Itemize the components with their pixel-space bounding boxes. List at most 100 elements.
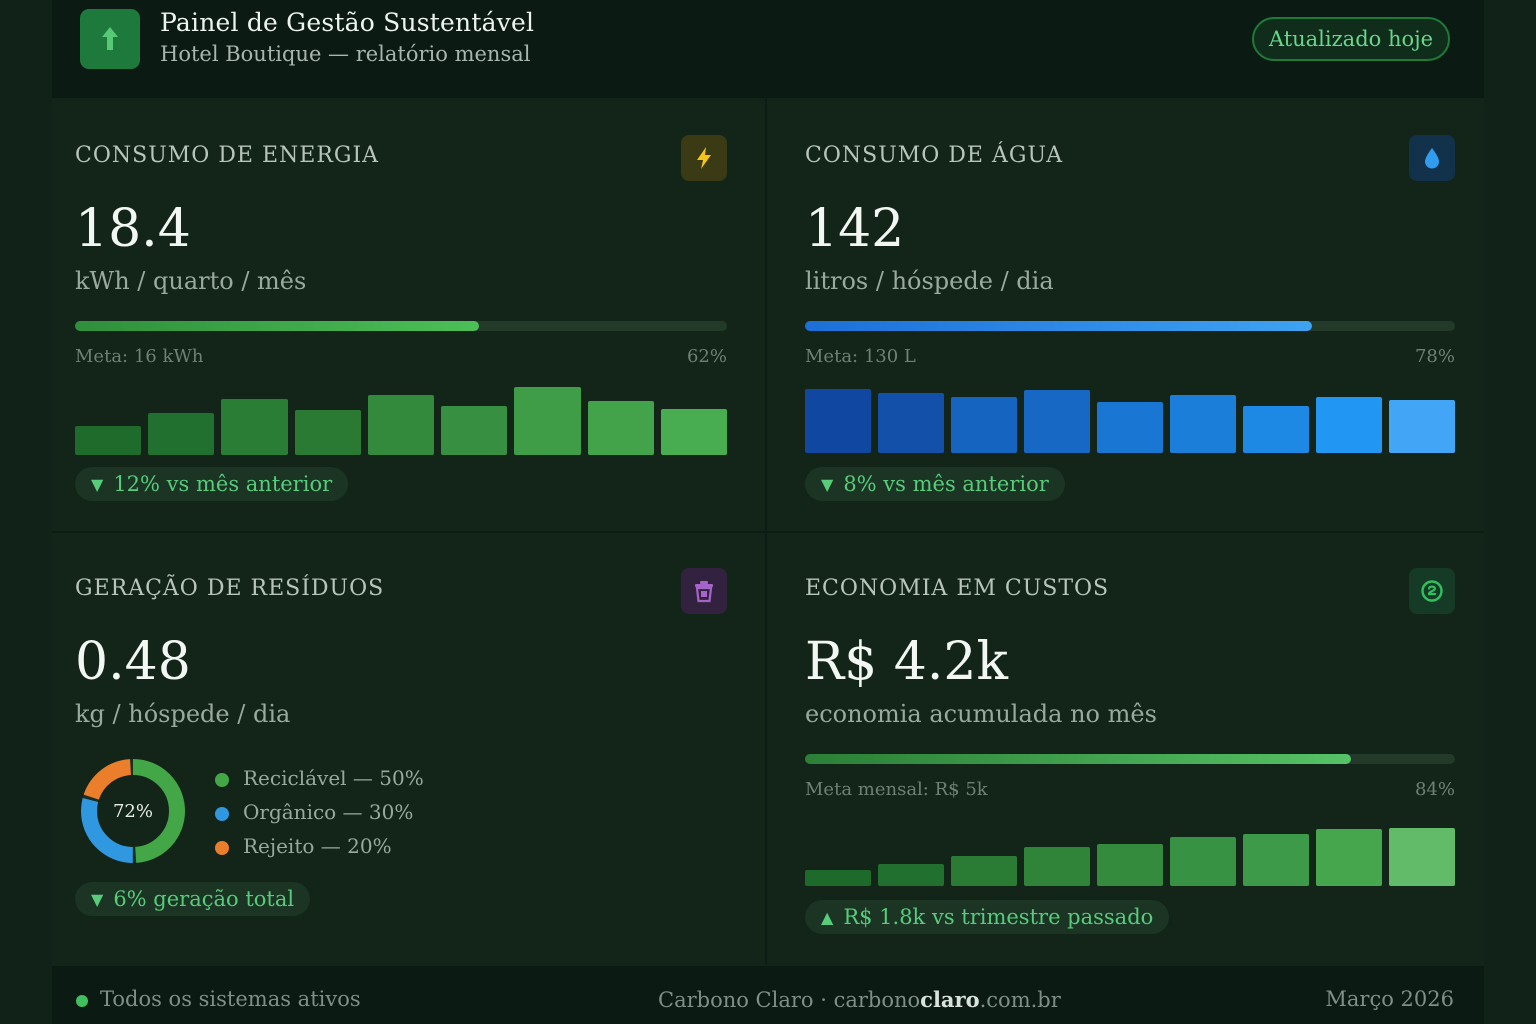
progress-fill [75,321,480,331]
trend-pill: ▼ 6% geração total [75,882,311,916]
status-badge[interactable]: Atualizado hoje [1252,17,1450,61]
trend-bar [951,397,1017,453]
trend-bar [805,870,871,886]
metric-unit: kg / hóspede / dia [75,700,291,728]
trend-bar [367,395,435,455]
target-label: Meta mensal: R$ 5k [805,779,988,800]
trend-bar [1389,828,1455,886]
savings-card[interactable]: ECONOMIA EM CUSTOS R$ 4.2k economia acum… [805,568,1455,946]
trend-bars [805,828,1455,886]
trend-bar [221,399,288,455]
waste-card[interactable]: GERAÇÃO DE RESÍDUOS 0.48 kg / hóspede / … [75,568,727,946]
trend-bar [1243,406,1309,453]
trend-bar [587,401,654,455]
header: Painel de Gestão Sustentável Hotel Bouti… [52,0,1484,98]
arrow-down-icon: ▼ [91,474,104,494]
trend-pill: ▼ 12% vs mês anterior [75,467,349,501]
trend-bar [1389,400,1455,453]
donut-svg [81,759,185,863]
card-title: GERAÇÃO DE RESÍDUOS [75,576,385,601]
metric-value: 142 [805,199,905,259]
trend-bar [1097,402,1163,453]
trend-bars [75,385,727,455]
trend-bar [878,864,944,886]
water-card[interactable]: CONSUMO DE ÁGUA 142 litros / hóspede / d… [805,135,1455,513]
trend-bar [1024,847,1090,886]
target-label: Meta: 130 L [805,346,916,367]
grid-divider-horizontal [52,531,1484,533]
trend-bar [1316,829,1382,886]
progress-track [805,321,1455,331]
leaf-arrow-icon [102,27,118,50]
water-drop-icon [1425,148,1439,169]
trend-bar [148,413,215,455]
trend-bar [514,387,581,455]
brand-suffix: .com.br [979,988,1061,1012]
trend-bar [1243,834,1309,886]
trend-bar [1024,390,1090,453]
trend-label: 12% vs mês anterior [113,472,333,496]
donut-segment [81,759,185,863]
trend-bar [441,406,508,455]
trend-bar [1316,397,1382,453]
dashboard: Painel de Gestão Sustentável Hotel Bouti… [52,0,1484,1024]
card-title: CONSUMO DE ENERGIA [75,143,380,168]
legend-label: Reciclável — 50% [243,766,424,790]
water-icon-box [1409,135,1455,181]
trend-bar [805,389,871,453]
report-date: Março 2026 [1325,987,1454,1011]
legend-dot [215,841,229,855]
legend-dot [215,773,229,787]
metric-unit: economia acumulada no mês [805,700,1157,728]
trash-icon [695,581,713,603]
trend-bar [75,426,142,455]
energy-icon-box [681,135,727,181]
brand-prefix: Carbono Claro · carbono [658,988,921,1012]
legend-label: Orgânico — 30% [243,800,414,824]
progress-track [805,754,1455,764]
trend-bar [660,409,727,455]
energy-card[interactable]: CONSUMO DE ENERGIA 18.4 kWh / quarto / m… [75,135,727,513]
donut-center-label: 72% [112,800,153,822]
trend-bars [805,389,1455,453]
money-icon [1421,580,1443,602]
trend-bar [1097,844,1163,886]
savings-icon-box [1409,568,1455,614]
trend-bar [1170,837,1236,886]
trend-bar [951,856,1017,886]
progress-fill [805,321,1312,331]
progress-track [75,321,727,331]
logo [80,9,140,69]
arrow-down-icon: ▼ [821,474,834,494]
target-label: Meta: 16 kWh [75,346,204,367]
arrow-up-icon: ▲ [821,907,834,927]
metric-unit: kWh / quarto / mês [75,267,307,295]
progress-fill [805,754,1351,764]
waste-icon-box [681,568,727,614]
system-status: Todos os sistemas ativos [100,987,361,1011]
progress-percent: 62% [686,346,727,367]
trend-bar [878,393,944,453]
trend-label: 8% vs mês anterior [843,472,1049,496]
metric-value: R$ 4.2k [805,632,1008,692]
trend-label: 6% geração total [113,887,295,911]
page-subtitle: Hotel Boutique — relatório mensal [160,42,531,66]
trend-bar [1170,395,1236,453]
metric-unit: litros / hóspede / dia [805,267,1054,295]
legend-label: Rejeito — 20% [243,834,392,858]
brand-bold: claro [920,987,980,1012]
brand-link[interactable]: Carbono Claro · carbonoclaro.com.br [658,987,1061,1012]
trend-pill: ▼ 8% vs mês anterior [805,467,1065,501]
page-title: Painel de Gestão Sustentável [160,8,535,37]
trend-pill: ▲ R$ 1.8k vs trimestre passado [805,900,1170,934]
card-title: ECONOMIA EM CUSTOS [805,576,1110,601]
lightning-icon [697,147,711,169]
footer: Todos os sistemas ativos Carbono Claro ·… [52,966,1484,1024]
arrow-down-icon: ▼ [91,889,104,909]
waste-donut-chart: 72% [78,756,188,866]
progress-percent: 84% [1414,779,1455,800]
trend-label: R$ 1.8k vs trimestre passado [843,905,1154,929]
progress-percent: 78% [1414,346,1455,367]
donut-segment [81,759,185,863]
status-dot [76,995,88,1007]
